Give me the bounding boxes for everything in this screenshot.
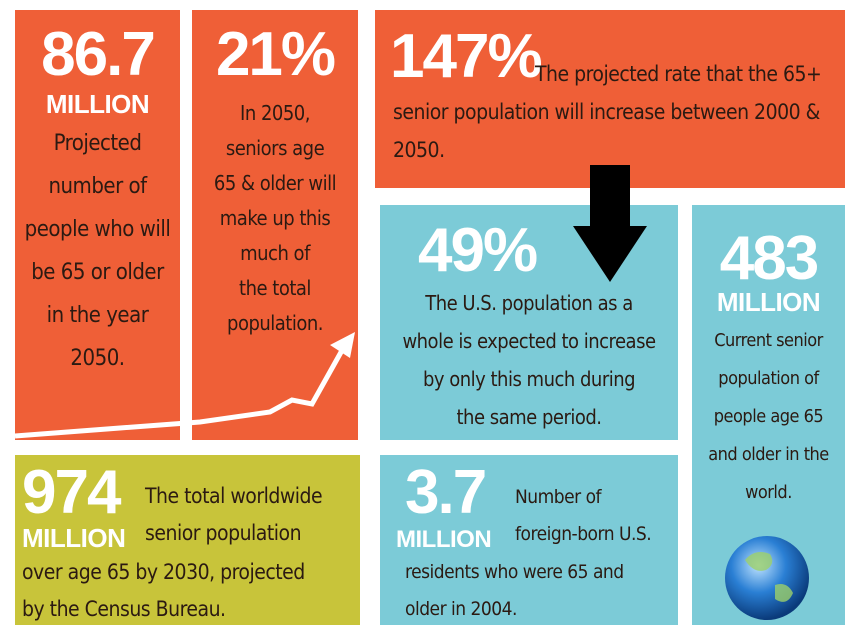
description-line: the total xyxy=(192,271,358,306)
big-number: 147% xyxy=(390,24,541,90)
description-line: the same period. xyxy=(380,398,678,436)
description: The projected rate that the 65+ xyxy=(535,60,821,88)
description-line: world. xyxy=(692,474,845,512)
description-line: by only this much during xyxy=(380,360,678,398)
description-line: 2050. xyxy=(15,337,180,380)
description-line: seniors age xyxy=(192,131,358,166)
unit: MILLION xyxy=(396,526,491,554)
description: 2050. xyxy=(393,136,445,164)
description: foreign-born U.S. xyxy=(515,520,651,548)
description: senior population xyxy=(145,519,301,547)
description-line: much of xyxy=(192,236,358,271)
description-line: Projected xyxy=(15,122,180,165)
unit: MILLION xyxy=(22,524,125,552)
description-line: The U.S. population as a xyxy=(380,284,678,322)
big-number: 483 xyxy=(692,226,845,292)
globe xyxy=(725,536,809,620)
down-arrow-head xyxy=(573,226,647,282)
description-line: make up this xyxy=(192,201,358,236)
description-line: people age 65 xyxy=(692,398,845,436)
unit: MILLION xyxy=(692,288,845,316)
description-line: 65 & older will xyxy=(192,166,358,201)
infographic: 86.7 MILLION Projectednumber ofpeople wh… xyxy=(0,0,854,630)
description-line: whole is expected to increase xyxy=(380,322,678,360)
description-line: in the year xyxy=(15,294,180,337)
description: older in 2004. xyxy=(405,595,517,623)
description: residents who were 65 and xyxy=(405,558,624,586)
big-number: 21% xyxy=(192,22,358,88)
big-number: 974 xyxy=(22,460,119,526)
description: senior population will increase between … xyxy=(393,98,820,126)
down-arrow xyxy=(590,165,630,227)
description-line: Current senior xyxy=(692,322,845,360)
description: over age 65 by 2030, projected xyxy=(22,558,305,586)
description-line: be 65 or older xyxy=(15,251,180,294)
big-number: 86.7 xyxy=(15,22,180,88)
description-line: In 2050, xyxy=(192,96,358,131)
big-number: 3.7 xyxy=(405,460,485,526)
description-line: and older in the xyxy=(692,436,845,474)
description-line: population of xyxy=(692,360,845,398)
description-line: number of xyxy=(15,165,180,208)
description-line: people who will xyxy=(15,208,180,251)
description: by the Census Bureau. xyxy=(22,595,226,623)
description: The total worldwide xyxy=(145,482,322,510)
description: Number of xyxy=(515,483,601,511)
description-line: population. xyxy=(192,306,358,341)
big-number: 49% xyxy=(418,218,536,284)
unit: MILLION xyxy=(15,90,180,118)
